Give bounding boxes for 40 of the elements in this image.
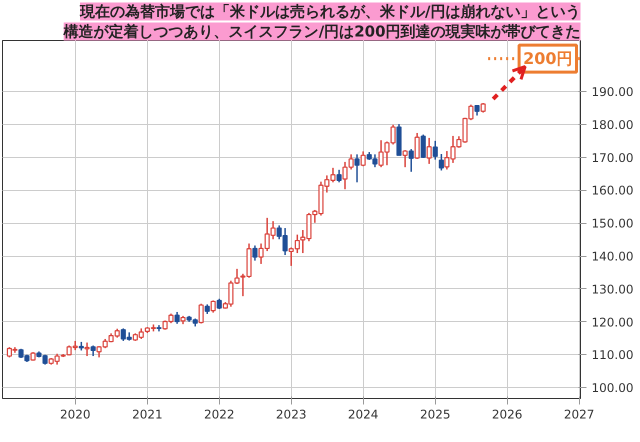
candlestick: [204, 304, 210, 315]
candlestick: [360, 150, 366, 167]
candlestick: [438, 153, 444, 172]
x-tick-label: 2023: [276, 408, 306, 422]
candlestick: [408, 148, 414, 173]
candlestick: [420, 134, 426, 159]
candlestick: [414, 132, 420, 160]
x-tick-label: 2027: [564, 408, 594, 422]
y-tick-label: 170.00: [592, 150, 634, 165]
y-tick-label: 190.00: [592, 85, 634, 99]
candlestick: [198, 302, 204, 324]
candlestick: [174, 311, 180, 325]
candlestick: [354, 154, 360, 184]
y-tick-label: 130.00: [592, 282, 634, 296]
candlestick: [402, 149, 408, 168]
x-tick-label: 2026: [492, 408, 522, 422]
candlestick: [480, 102, 486, 114]
candlestick: [210, 300, 216, 314]
y-tick-label: 100.00: [592, 381, 634, 396]
candlestick: [432, 140, 438, 160]
chart-subtitle: 構造が定着しつつあり、スイスフラン/円は200円到達の現実味が帯びてきた: [62, 22, 581, 40]
y-tick-label: 180.00: [592, 118, 634, 132]
y-tick-label: 160.00: [592, 184, 634, 198]
x-tick-label: 2024: [348, 408, 378, 422]
candlestick: [216, 298, 222, 310]
candlestick: [90, 344, 96, 357]
x-tick-label: 2020: [60, 408, 90, 422]
y-tick-label: 140.00: [592, 250, 634, 264]
candlestick: [84, 342, 90, 357]
candlestick: [426, 137, 432, 165]
chart-title: 現在の為替市場では「米ドルは売られるが、米ドル/円は崩れない」という: [79, 2, 581, 20]
x-tick-label: 2025: [420, 408, 451, 422]
y-tick-label: 110.00: [592, 348, 634, 362]
y-tick-label: 150.00: [592, 216, 634, 231]
x-tick-label: 2021: [132, 408, 163, 422]
y-tick-label: 120.00: [592, 315, 634, 330]
x-tick-label: 2022: [204, 408, 235, 422]
candlestick: [336, 169, 342, 184]
ref-line-label: 200円: [523, 49, 573, 68]
candlestick: [252, 244, 258, 262]
